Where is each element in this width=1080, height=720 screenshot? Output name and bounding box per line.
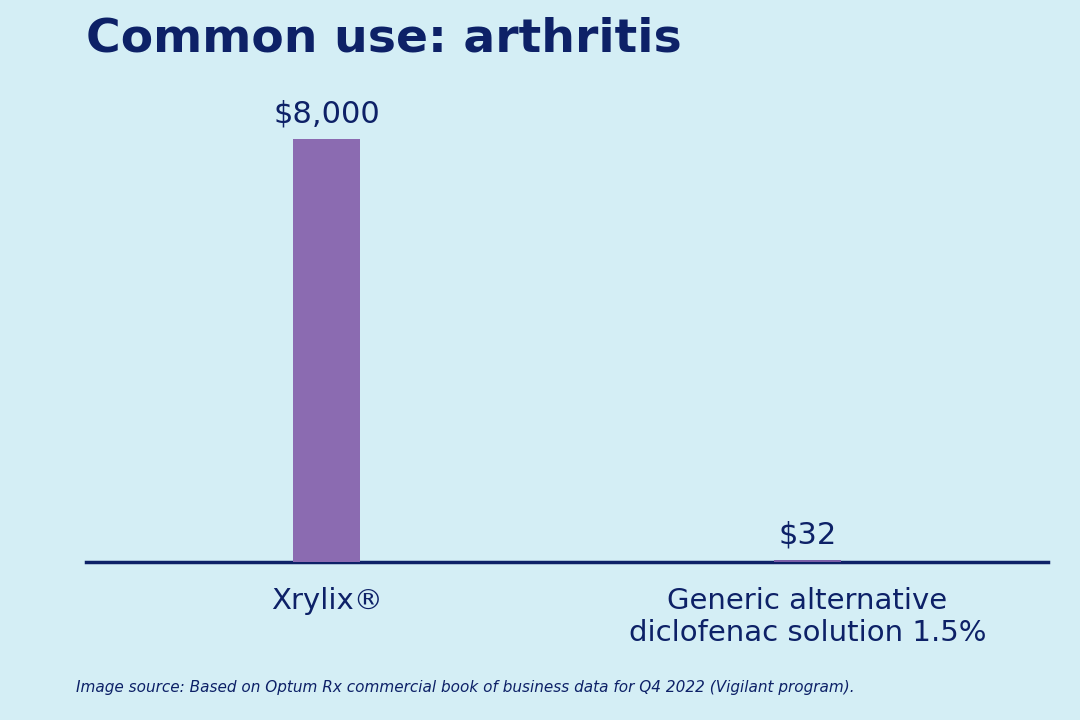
- Text: Common use: arthritis: Common use: arthritis: [86, 17, 683, 62]
- Text: $32: $32: [779, 521, 836, 549]
- Text: $8,000: $8,000: [273, 99, 380, 129]
- Bar: [773, 560, 841, 562]
- Bar: [293, 139, 361, 562]
- Text: Image source: Based on Optum Rx commercial book of business data for Q4 2022 (Vi: Image source: Based on Optum Rx commerci…: [76, 680, 854, 695]
